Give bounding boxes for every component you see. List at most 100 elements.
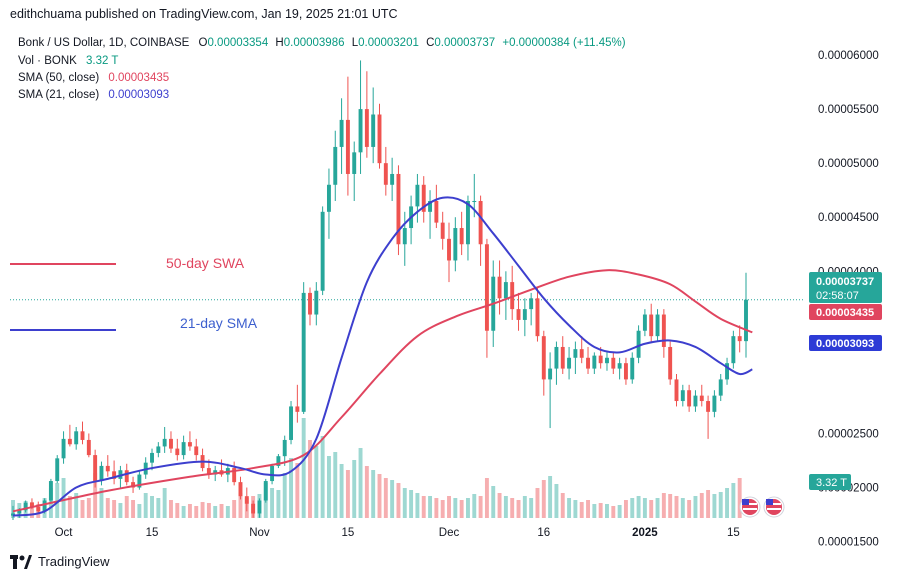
candle	[605, 351, 609, 371]
candle	[263, 478, 268, 503]
candle-body	[428, 201, 433, 212]
candle-body	[194, 446, 199, 456]
candle	[390, 157, 395, 201]
svg-text:Bonk / US Dollar, 1D, COINBASE: Bonk / US Dollar, 1D, COINBASE O0.000033…	[18, 37, 626, 49]
candle	[592, 352, 597, 374]
chart-svg[interactable]: Bonk / US Dollar, 1D, COINBASE O0.000033…	[0, 28, 900, 549]
volume-bar	[649, 500, 654, 518]
candle-body	[453, 228, 458, 261]
candle	[131, 476, 136, 493]
candle	[718, 374, 723, 402]
candle-body	[36, 506, 41, 512]
volume-bar	[655, 498, 660, 518]
time-axis-tick-label: 16	[537, 527, 550, 539]
sma21-annotation-text: 21-day SMA	[180, 315, 258, 331]
candle	[560, 336, 565, 374]
volume-bar	[187, 504, 192, 518]
volume-bar	[592, 504, 597, 518]
last-price-value: 0.00003737	[816, 276, 874, 288]
legend-sma21-label: SMA (21, close)	[18, 89, 99, 101]
candle-body	[548, 368, 553, 380]
candle-body	[598, 355, 603, 364]
volume-bar	[522, 496, 527, 518]
candle-body	[623, 363, 628, 380]
sma50-tag-value: 0.00003435	[816, 307, 874, 319]
candle-body	[270, 465, 275, 482]
volume-bar	[503, 496, 508, 518]
volume-bar	[598, 503, 603, 518]
volume-bar	[339, 464, 344, 518]
candle-body	[326, 184, 331, 212]
candle	[55, 455, 60, 484]
volume-bar	[320, 436, 325, 518]
candle-body	[687, 390, 692, 407]
candle	[567, 346, 572, 380]
candle-body	[314, 290, 319, 315]
volume-bar	[169, 500, 173, 518]
candle-body	[206, 468, 211, 475]
candle-body	[55, 458, 60, 482]
candle-body	[289, 406, 293, 440]
us-flag-event-icon-2[interactable]	[763, 496, 785, 518]
volume-bar	[156, 498, 161, 518]
candle	[364, 71, 369, 158]
price-axis-tick-label: 0.00005000	[818, 158, 879, 170]
candle-body	[447, 238, 451, 261]
volume-bar	[459, 500, 464, 518]
candle	[554, 341, 559, 385]
candle-body	[522, 309, 527, 320]
candles-layer	[11, 60, 748, 520]
candle-body	[680, 390, 685, 402]
volume-bar	[421, 496, 426, 518]
volume-bar	[396, 483, 401, 518]
candle-body	[415, 184, 420, 207]
candle	[668, 341, 673, 385]
candle-body	[693, 395, 698, 407]
volume-bar	[74, 493, 79, 518]
volume-bar	[326, 456, 331, 518]
volume-bar	[213, 506, 218, 518]
us-flag-event-icon[interactable]	[739, 496, 761, 518]
candle-body	[67, 438, 72, 445]
candle-body	[725, 363, 730, 380]
legend-vol-label: Vol · BONK	[18, 55, 77, 67]
candle-body	[17, 510, 22, 514]
volume-bar	[535, 488, 540, 518]
volume-bar	[428, 496, 433, 518]
footer-brand[interactable]: TradingView	[10, 554, 110, 569]
candle	[61, 431, 66, 464]
candle	[371, 87, 376, 164]
candle	[244, 487, 249, 512]
volume-bar	[112, 500, 117, 518]
candle	[383, 146, 388, 196]
svg-text:Vol · BONK 3.32 T: Vol · BONK 3.32 T	[18, 55, 118, 67]
time-axis[interactable]: Oct 15 Nov 15 Dec 16 2025 15	[55, 527, 740, 539]
candle	[23, 500, 28, 513]
volume-bar	[93, 473, 98, 518]
sma21-tag-value: 0.00003093	[816, 338, 874, 350]
candle	[181, 435, 186, 460]
candle-body	[29, 502, 34, 507]
candle	[352, 141, 357, 201]
candle-body	[396, 173, 401, 245]
candle	[48, 478, 53, 503]
candle-body	[737, 336, 742, 342]
volume-bar	[661, 493, 666, 518]
candle-body	[112, 471, 117, 479]
volume-bar	[579, 502, 584, 518]
candle-body	[560, 346, 565, 369]
chart-panel[interactable]: Bonk / US Dollar, 1D, COINBASE O0.000033…	[0, 28, 900, 549]
volume-bar	[383, 478, 388, 518]
legend-sma21-value: 0.00003093	[108, 89, 169, 101]
candle-body	[42, 500, 47, 512]
candle-body	[377, 114, 382, 164]
candle-body	[611, 357, 616, 369]
candle-body	[731, 336, 736, 364]
candle	[440, 211, 445, 250]
volume-bar	[693, 496, 698, 518]
volume-bar	[181, 506, 186, 518]
candle-body	[364, 109, 369, 147]
candle-body	[579, 349, 584, 358]
volume-bar	[289, 458, 293, 518]
candle	[187, 431, 192, 451]
